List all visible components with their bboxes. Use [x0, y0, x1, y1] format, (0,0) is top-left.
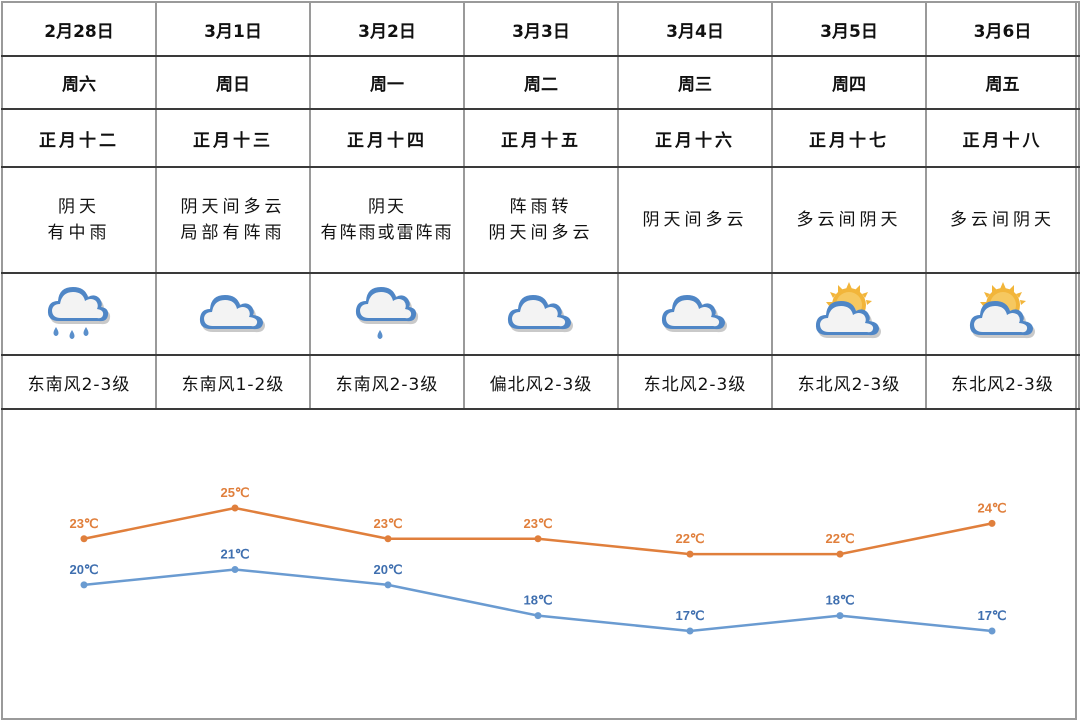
- wind-cell: 东北风2-3级: [771, 354, 927, 410]
- date-cell: 3月2日: [309, 1, 465, 57]
- date-cell: 3月4日: [617, 1, 773, 57]
- forecast-table: 2月28日 3月1日 3月2日 3月3日 3月4日 3月5日 3月6日 周六 周…: [1, 1, 1080, 410]
- date-cell: 3月6日: [925, 1, 1080, 57]
- condition-cell: 阴天间多云 局部有阵雨: [155, 166, 311, 274]
- weekday-cell: 周日: [155, 55, 311, 110]
- condition-line: 阴天间多云: [488, 223, 594, 243]
- cloud-icon: [507, 294, 573, 332]
- data-label: 23℃: [373, 516, 402, 531]
- weekday-cell: 周三: [617, 55, 773, 110]
- data-label: 23℃: [69, 516, 98, 531]
- data-label: 21℃: [220, 547, 249, 562]
- data-point: [686, 550, 694, 558]
- date-cell: 3月5日: [771, 1, 927, 57]
- wind-cell: 东南风2-3级: [1, 354, 157, 410]
- data-label: 18℃: [825, 593, 854, 608]
- icon-row: [1, 272, 1080, 356]
- data-point: [988, 519, 996, 527]
- weekday-cell: 周六: [1, 55, 157, 110]
- condition-cell: 阵雨转 阴天间多云: [463, 166, 619, 274]
- condition-line: 局部有阵雨: [180, 223, 286, 243]
- temperature-chart: 23℃ 25℃ 23℃ 23℃ 22℃ 22℃ 24℃ 20℃ 21℃ 20℃ 18℃ 17℃ 18℃ 1…: [2, 408, 1076, 720]
- weekday-cell: 周二: [463, 55, 619, 110]
- cloud-icon: [661, 294, 727, 332]
- wind-cell: 东北风2-3级: [925, 354, 1080, 410]
- icon-cell: [771, 272, 927, 356]
- wind-cell: 东南风1-2级: [155, 354, 311, 410]
- lunar-cell: 正月十四: [309, 108, 465, 168]
- weekday-cell: 周四: [771, 55, 927, 110]
- data-label: 17℃: [675, 608, 704, 623]
- weekday-cell: 周一: [309, 55, 465, 110]
- condition-cell: 阴天 有中雨: [1, 166, 157, 274]
- condition-line: 阴天间多云: [180, 197, 286, 217]
- data-point: [231, 566, 239, 573]
- condition-line: 多云间阴天: [950, 210, 1055, 230]
- data-label: 22℃: [675, 531, 704, 546]
- lunar-cell: 正月十六: [617, 108, 773, 168]
- condition-line: 有中雨: [47, 223, 111, 243]
- data-point: [80, 535, 88, 543]
- wind-cell: 东南风2-3级: [309, 354, 465, 410]
- sun-cloud-icon: [969, 281, 1035, 338]
- wind-cell: 东北风2-3级: [617, 354, 773, 410]
- temperature-line-chart: 23℃ 25℃ 23℃ 23℃ 22℃ 22℃ 24℃ 20℃ 21℃ 20℃ 18℃ 17℃ 18℃ 1…: [69, 485, 1007, 635]
- lunar-cell: 正月十八: [925, 108, 1080, 168]
- condition-cell: 多云间阴天: [925, 166, 1080, 274]
- wind-row: 东南风2-3级 东南风1-2级 东南风2-3级 偏北风2-3级 东北风2-3级 …: [1, 354, 1080, 410]
- data-label: 24℃: [977, 500, 1006, 515]
- data-point: [534, 612, 542, 620]
- lunar-cell: 正月十五: [463, 108, 619, 168]
- condition-line: 阴天间多云: [642, 210, 748, 230]
- icon-cell: [309, 272, 465, 356]
- data-label: 18℃: [523, 593, 552, 608]
- data-point: [80, 581, 88, 589]
- condition-cell: 阴天间多云: [617, 166, 773, 274]
- weekday-cell: 周五: [925, 55, 1080, 110]
- condition-line: 多云间阴天: [796, 210, 902, 230]
- weekday-row: 周六 周日 周一 周二 周三 周四 周五: [1, 55, 1080, 110]
- data-label: 17℃: [977, 608, 1006, 623]
- data-point: [836, 550, 844, 558]
- sun-cloud-icon: [815, 281, 881, 338]
- lunar-cell: 正月十二: [1, 108, 157, 168]
- lunar-cell: 正月十三: [155, 108, 311, 168]
- icon-cell: [155, 272, 311, 356]
- data-point: [384, 581, 392, 589]
- icon-cell: [925, 272, 1080, 356]
- icon-cell: [1, 272, 157, 356]
- wind-cell: 偏北风2-3级: [463, 354, 619, 410]
- condition-line: 阵雨转: [509, 197, 573, 217]
- condition-row: 阴天 有中雨 阴天间多云 局部有阵雨 阴天 有阵雨或雷阵雨 阵雨转 阴天间多云 …: [1, 166, 1080, 274]
- data-point: [988, 627, 996, 635]
- data-point: [534, 535, 542, 543]
- data-label: 20℃: [69, 562, 98, 577]
- cloud-shower-icon: [355, 286, 419, 339]
- cloud-rain-icon: [47, 286, 111, 339]
- cloud-icon: [199, 294, 265, 332]
- condition-line: 阴天: [368, 197, 406, 217]
- date-row: 2月28日 3月1日 3月2日 3月3日 3月4日 3月5日 3月6日: [1, 1, 1080, 57]
- lunar-cell: 正月十七: [771, 108, 927, 168]
- data-point: [231, 504, 239, 512]
- condition-cell: 多云间阴天: [771, 166, 927, 274]
- date-cell: 3月3日: [463, 1, 619, 57]
- condition-line: 有阵雨或雷阵雨: [320, 223, 454, 243]
- condition-cell: 阴天 有阵雨或雷阵雨: [309, 166, 465, 274]
- data-label: 20℃: [373, 562, 402, 577]
- icon-cell: [463, 272, 619, 356]
- data-point: [384, 535, 392, 543]
- data-point: [686, 627, 694, 635]
- icon-cell: [617, 272, 773, 356]
- data-point: [836, 612, 844, 620]
- date-cell: 2月28日: [1, 1, 157, 57]
- date-cell: 3月1日: [155, 1, 311, 57]
- data-label: 23℃: [523, 516, 552, 531]
- data-label: 25℃: [220, 485, 249, 500]
- condition-line: 阴天: [58, 197, 100, 217]
- data-label: 22℃: [825, 531, 854, 546]
- lunar-row: 正月十二 正月十三 正月十四 正月十五 正月十六 正月十七 正月十八: [1, 108, 1080, 168]
